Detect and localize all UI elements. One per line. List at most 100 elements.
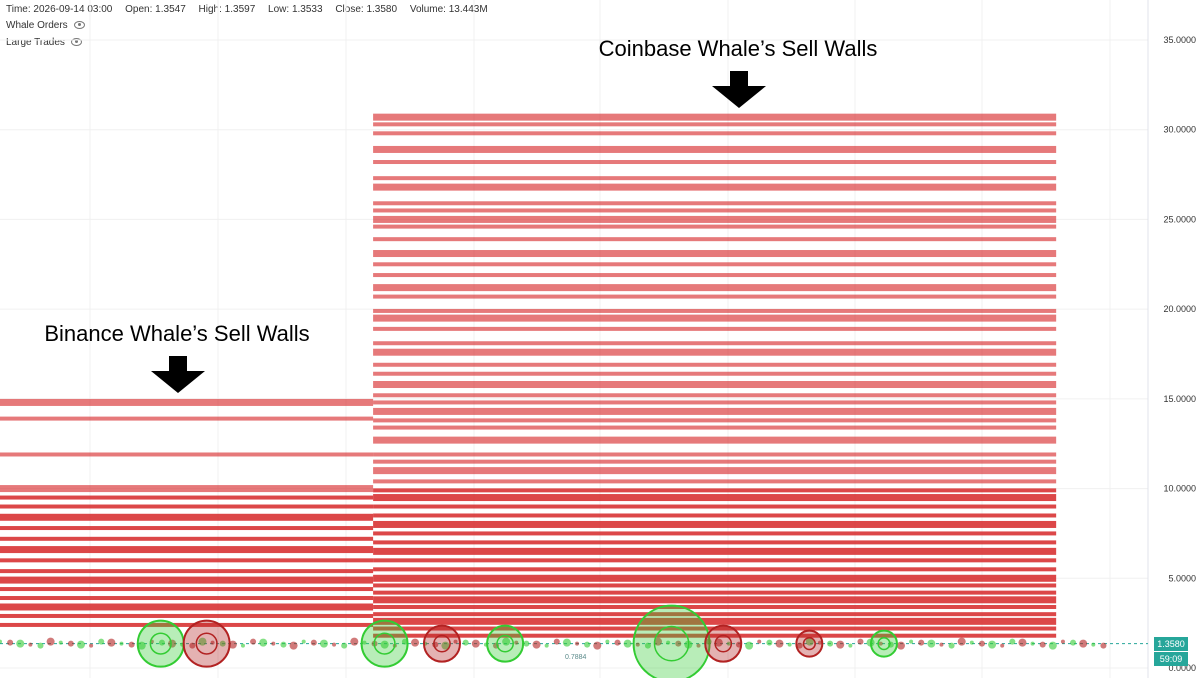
large-trade-core [714,634,733,653]
trade-dot [332,642,337,647]
trade-dot [1018,638,1027,647]
large-trade-bubble [704,624,743,663]
sell-wall [373,348,1057,356]
sell-wall [373,273,1057,278]
trade-dot [319,639,328,648]
sell-wall [373,604,1057,609]
sell-wall [373,540,1057,545]
trade-dot [350,637,359,646]
y-tick-label: 0.0000 [1168,663,1196,673]
large-trade-bubble [360,619,409,668]
price-badge: 1.3580 [1154,637,1188,651]
large-trade-core [802,637,816,651]
sell-wall [373,176,1057,181]
trade-dot [210,640,215,645]
sell-wall [373,558,1057,563]
large-trade-bubble [632,604,711,678]
binance-annotation: Binance Whale’s Sell Walls [44,321,309,346]
sell-wall [373,145,1057,153]
sell-wall [373,215,1057,223]
large-trade-core [496,634,514,653]
high-readout: High: 1.3597 [198,4,256,15]
trade-dot [189,642,196,649]
trade-dot [271,641,276,646]
trade-dot [168,639,177,648]
trade-dot [675,640,682,647]
sell-wall [373,314,1057,322]
sell-wall [0,504,374,509]
trade-dot [939,642,944,647]
sell-wall [373,520,1057,528]
trade-dot [775,639,784,648]
trade-dot [796,642,803,649]
trade-dot [158,639,165,646]
large-trade-core [433,634,451,653]
down-arrow-icon [712,71,766,108]
trade-dot [441,641,450,650]
trade-dot [605,639,610,644]
trade-dot [107,638,116,647]
sell-wall [373,467,1057,475]
trade-dot [988,640,997,649]
sell-wall [373,567,1057,572]
large-trade-bubble [182,619,231,668]
trade-dot [836,640,845,649]
trade-dot [471,639,480,648]
sell-wall [373,407,1057,415]
sell-wall [373,131,1057,136]
sell-wall [0,596,374,601]
y-tick-label: 5.0000 [1168,573,1196,583]
sell-wall [373,418,1057,423]
trade-dot [969,640,974,645]
sell-wall [0,526,374,531]
sell-wall [0,416,374,421]
trade-dot [58,640,63,645]
y-tick-label: 25.0000 [1163,214,1196,224]
trade-dot [1000,643,1005,648]
y-tick-label: 20.0000 [1163,304,1196,314]
trade-dot [76,640,85,649]
trade-dot [289,641,298,650]
layer-large-trades[interactable]: Large Trades [6,37,82,48]
trade-dot [1039,641,1046,648]
trade-dot [0,639,2,644]
open-readout: Open: 1.3547 [125,4,186,15]
trade-dot [16,639,25,648]
layer-whale-orders[interactable]: Whale Orders [6,20,85,31]
eye-icon[interactable] [73,21,85,30]
trade-dot [514,640,519,645]
trade-dot [827,640,834,647]
y-tick-label: 30.0000 [1163,125,1196,135]
trade-dot [128,641,135,648]
trade-dot [7,639,14,646]
trade-dot [310,639,317,646]
sell-wall [373,237,1057,242]
eye-icon[interactable] [70,38,82,47]
sell-wall [373,113,1057,121]
large-trade-core [653,625,690,662]
sell-wall [373,393,1057,398]
trade-dot [341,642,348,649]
sell-wall [373,633,1057,638]
trade-dot [1070,639,1077,646]
sell-wall [373,201,1057,206]
trade-dot [848,643,853,648]
trade-dot [857,638,864,645]
trade-dot [696,643,701,648]
sell-wall [0,485,374,493]
trade-dot [523,640,530,647]
trade-dot [98,638,105,645]
trade-dot [805,637,814,646]
down-arrow-icon [151,356,205,393]
sell-wall [373,574,1057,582]
sell-wall [373,224,1057,229]
sell-wall [0,576,374,584]
trade-dot [726,641,731,646]
trade-dot [593,641,602,650]
y-tick-label: 35.0000 [1163,35,1196,45]
sell-wall [0,613,374,618]
sell-wall [373,547,1057,555]
trade-dot [1079,639,1088,648]
sell-wall [373,436,1057,444]
